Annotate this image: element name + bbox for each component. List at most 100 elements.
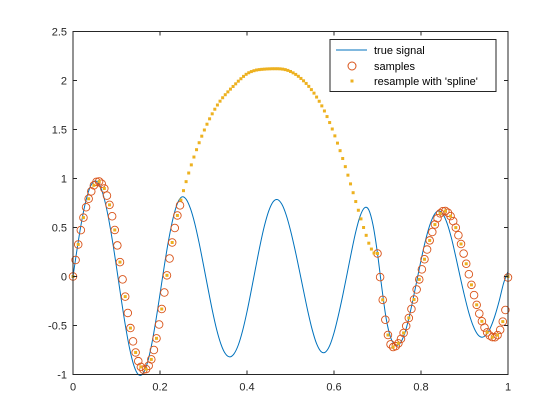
sample-point [173, 211, 182, 220]
sample-point [152, 334, 161, 343]
x-tick-label: 0.8 [413, 382, 428, 394]
resample-point [226, 90, 230, 94]
sample-point [459, 249, 468, 258]
sample-point [409, 295, 419, 304]
resample-point [97, 179, 101, 183]
sample-point [394, 339, 403, 348]
sample-point [454, 230, 463, 240]
sample-point [154, 320, 164, 329]
sample-point [425, 236, 434, 245]
sample-point [493, 330, 502, 340]
resample-point [417, 277, 421, 281]
resample-point [244, 72, 248, 76]
sample-point [495, 325, 505, 335]
sample-point [422, 245, 432, 254]
resample-point [362, 226, 366, 229]
resample-point [485, 330, 489, 334]
resample-point [252, 69, 256, 73]
resample-point [181, 189, 185, 193]
sample-point [456, 239, 466, 249]
resample-point [260, 67, 264, 71]
resample-point [496, 333, 500, 337]
x-tick-label: 0.6 [326, 382, 341, 394]
sample-point [73, 240, 83, 249]
resample-point [128, 326, 132, 330]
resample-point [304, 81, 308, 85]
sample-point [381, 315, 390, 324]
legend-box [329, 39, 497, 92]
y-tick-label: -0.5 [48, 321, 67, 333]
sample-point [383, 330, 393, 340]
sample-point [110, 225, 120, 235]
sample-point [133, 356, 143, 366]
sample-point [378, 295, 387, 305]
resample-point [170, 240, 174, 244]
sample-point [467, 280, 476, 290]
sample-point [428, 227, 437, 237]
sample-point [170, 223, 180, 233]
x-tick-label: 0.4 [239, 382, 254, 394]
resample-point [299, 76, 303, 80]
resample-point [330, 127, 334, 131]
resample-point [249, 70, 253, 74]
sample-point [420, 255, 429, 264]
resample-point [296, 74, 300, 78]
sample-point [97, 179, 106, 188]
sample-point [107, 211, 117, 221]
resample-point [475, 303, 479, 307]
sample-point [415, 275, 424, 284]
sample-point [472, 300, 481, 310]
resample-point [102, 186, 106, 190]
sample-point [118, 275, 127, 284]
resample-point [281, 67, 285, 71]
resample-point [372, 251, 376, 255]
resample-point [236, 79, 240, 83]
y-tick-label: 2 [61, 76, 67, 88]
resample-point [333, 134, 337, 138]
sample-point [79, 213, 88, 222]
plot-series-layer [68, 67, 513, 376]
resample-point [118, 260, 122, 264]
sample-point [113, 241, 122, 250]
resample-point [87, 197, 91, 201]
resample-point [349, 182, 353, 186]
resample-point [215, 103, 219, 107]
resample-point [309, 88, 313, 92]
resample-point [195, 148, 199, 152]
sample-point [433, 213, 442, 223]
sample-point [407, 304, 416, 314]
resample-point [386, 333, 390, 337]
resample-point [262, 67, 266, 71]
resample-point [76, 242, 80, 246]
resample-point [391, 345, 395, 349]
sample-point [102, 191, 112, 200]
resample-point [490, 335, 494, 339]
resample-point [469, 283, 473, 287]
sample-point [417, 265, 427, 274]
sample-point [375, 272, 385, 282]
resample-point [247, 71, 251, 75]
resample-point [341, 157, 345, 161]
y-tick-label: -1 [57, 370, 67, 382]
sample-point [480, 323, 489, 332]
legend-samples-circle-icon [347, 61, 357, 71]
resample-point [205, 122, 209, 126]
resample-point [422, 257, 426, 261]
y-tick-label: 0 [61, 272, 67, 284]
resample-point [213, 107, 217, 111]
resample-point [113, 228, 117, 232]
sample-point [469, 290, 479, 300]
sample-point [94, 177, 104, 186]
resample-point [343, 165, 347, 169]
resample-point [208, 117, 212, 121]
resample-point [302, 79, 306, 83]
resample-point [449, 214, 453, 218]
resample-point [464, 262, 468, 266]
resample-point [396, 341, 400, 345]
resample-point [459, 242, 463, 246]
sample-point [128, 337, 138, 346]
resample-point [480, 319, 484, 323]
sample-point [404, 313, 414, 323]
resample-point [335, 141, 339, 145]
resample-point [144, 367, 148, 371]
